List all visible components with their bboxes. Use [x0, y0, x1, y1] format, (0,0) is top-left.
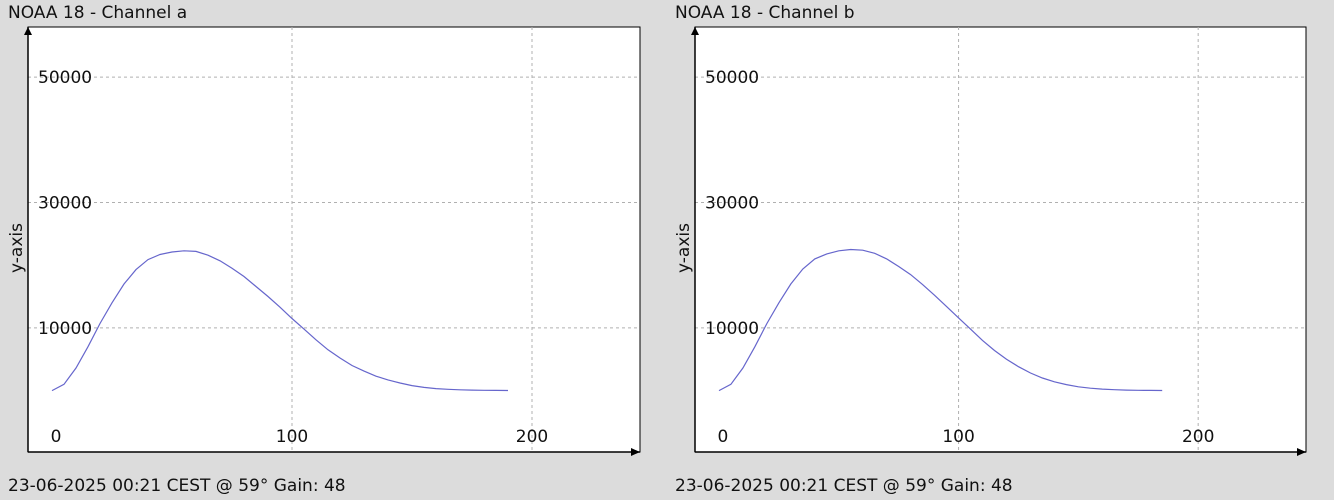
x-axis-arrow	[631, 448, 640, 456]
plot-area	[694, 26, 1307, 453]
chart-title: NOAA 18 - Channel b	[675, 3, 855, 23]
y-tick-label: 50000	[38, 68, 92, 88]
x-tick-label: 200	[516, 427, 548, 447]
y-tick-label: 50000	[705, 68, 759, 88]
y-tick-label: 10000	[38, 319, 92, 339]
x-tick-label: 0	[51, 427, 62, 447]
chart-plot-channel-a: 0 100 200 10000 30000 50000 y-axis	[7, 26, 641, 456]
y-tick-label: 30000	[705, 194, 759, 214]
series-line	[718, 248, 1163, 392]
plot-area	[27, 26, 641, 453]
chart-panel-channel-a: NOAA 18 - Channel a 0 100 200 10000 30000 500…	[7, 3, 641, 496]
y-axis-arrow	[24, 27, 32, 35]
x-axis-arrow	[1297, 448, 1306, 456]
y-axis-arrow	[691, 27, 699, 35]
y-axis-label: y-axis	[7, 223, 27, 273]
chart-title: NOAA 18 - Channel a	[8, 3, 188, 23]
series-line	[51, 250, 509, 392]
y-tick-label: 30000	[38, 194, 92, 214]
chart-footer: 23-06-2025 00:21 CEST @ 59° Gain: 48	[675, 476, 1013, 496]
y-axis-label: y-axis	[674, 223, 694, 273]
chart-plot-channel-b: 0 100 200 10000 30000 50000 y-axis	[674, 26, 1307, 456]
x-tick-label: 200	[1182, 427, 1214, 447]
x-tick-label: 100	[942, 427, 974, 447]
chart-footer: 23-06-2025 00:21 CEST @ 59° Gain: 48	[8, 476, 346, 496]
y-tick-label: 10000	[705, 319, 759, 339]
chart-panel-channel-b: NOAA 18 - Channel b 0 100 200 10000 30000 500…	[667, 0, 1334, 500]
x-tick-label: 0	[718, 427, 729, 447]
x-tick-label: 100	[276, 427, 308, 447]
